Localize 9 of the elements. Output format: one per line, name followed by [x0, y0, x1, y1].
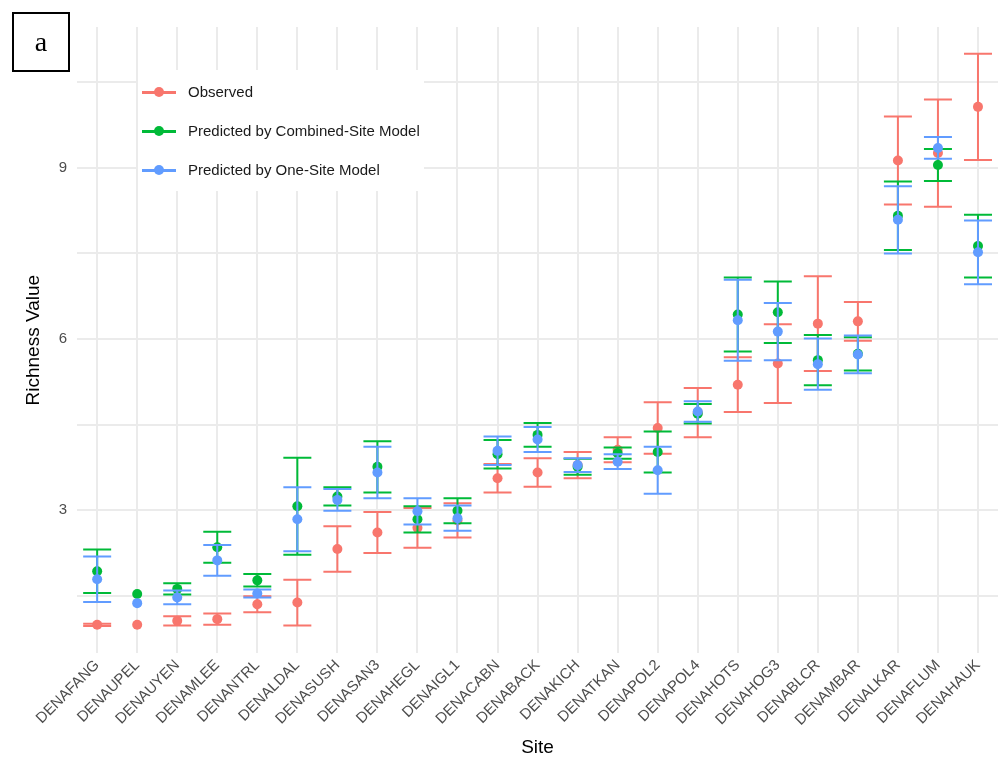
y-tick-label: 6	[58, 329, 68, 347]
x-axis-title: Site	[521, 735, 554, 757]
y-axis-title: Richness Value	[21, 274, 43, 406]
y-tick-label: 9	[58, 158, 68, 176]
legend-label: Observed	[188, 83, 254, 100]
text: a	[12, 12, 70, 72]
y-tick-label: 3	[58, 500, 68, 518]
legend-label: Predicted by Combined-Site Model	[188, 122, 420, 139]
legend-label: Predicted by One-Site Model	[188, 161, 380, 178]
